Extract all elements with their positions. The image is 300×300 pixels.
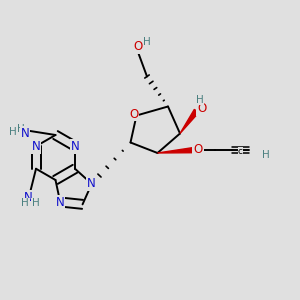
Text: O: O	[194, 143, 202, 156]
Text: N: N	[20, 127, 29, 140]
Text: O: O	[129, 107, 138, 121]
Text: H: H	[9, 127, 17, 137]
Text: H: H	[32, 198, 39, 208]
Text: N: N	[87, 177, 96, 190]
Text: c: c	[238, 147, 243, 156]
Text: H: H	[196, 94, 203, 105]
Text: H: H	[17, 124, 25, 134]
Text: O: O	[134, 40, 142, 53]
Text: O: O	[197, 102, 206, 115]
Text: N: N	[24, 191, 33, 204]
Text: H: H	[143, 37, 151, 47]
Text: H: H	[21, 198, 29, 208]
Polygon shape	[158, 147, 195, 153]
Text: H: H	[262, 150, 269, 161]
Text: N: N	[56, 196, 64, 208]
Text: N: N	[32, 140, 40, 153]
Text: N: N	[70, 140, 80, 153]
Polygon shape	[180, 110, 199, 134]
